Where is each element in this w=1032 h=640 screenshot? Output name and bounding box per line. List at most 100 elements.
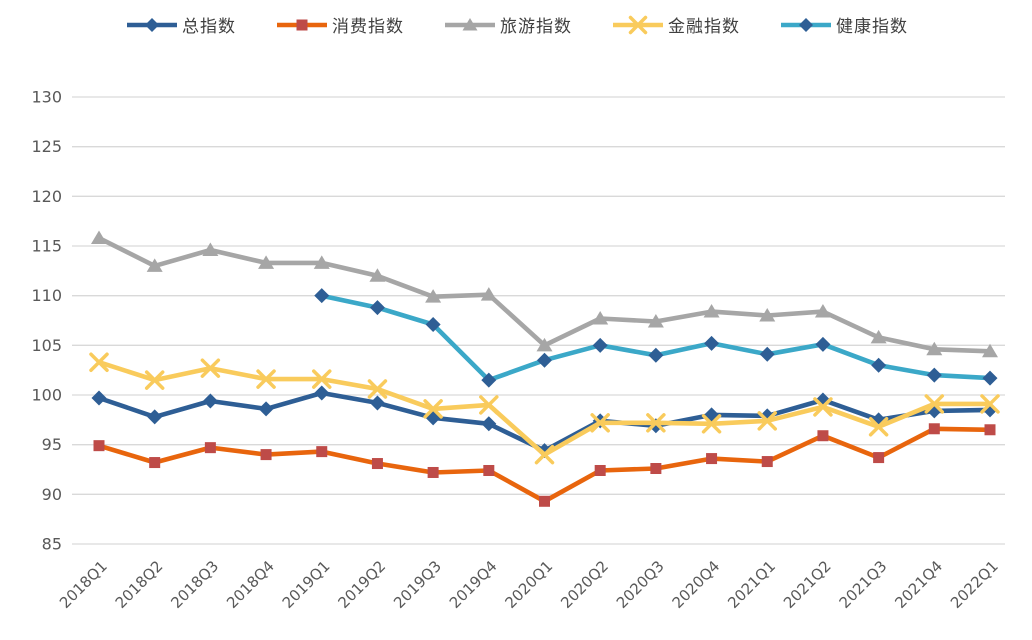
legend-label: 金融指数 [668,17,740,37]
series-2-marker [258,255,275,269]
series-4-marker [704,335,720,351]
series-3-marker [924,394,945,414]
series-3-marker [757,411,777,431]
series-4-marker [425,316,441,332]
series-0-line [96,390,993,453]
series-3-marker [200,358,221,378]
x-tick-label: 2021Q1 [724,557,779,612]
series-3-marker [646,413,666,433]
series-1-marker [539,495,550,507]
series-2-marker [592,311,609,325]
y-tick-label: 105 [31,336,62,355]
y-tick-label: 100 [31,386,62,405]
series-3-marker [813,397,833,417]
series-3-marker [256,369,276,389]
series-2-marker [703,304,720,318]
series-1-marker [706,453,718,465]
series-3-marker [701,414,722,434]
series-0-marker [314,385,330,401]
series-3-marker [534,444,555,465]
legend-item-3: 金融指数 [610,12,740,37]
y-tick-label: 110 [31,286,62,305]
series-4-marker [815,336,831,352]
series-2-marker [480,287,497,301]
y-tick-label: 90 [42,485,62,504]
series-2-marker [425,289,442,303]
series-1-marker [149,457,161,469]
legend-item-4: 健康指数 [778,12,908,37]
x-tick-label: 2021Q3 [836,557,891,612]
series-4-marker [369,300,385,316]
legend-marker-diamond-icon [127,17,177,32]
y-tick-label: 115 [31,237,62,256]
legend-marker-triangle-icon [445,17,495,30]
legend-marker-square-icon [277,19,327,30]
series-1-marker [483,464,495,476]
series-1-marker [650,463,662,475]
legend-item-2: 旅游指数 [442,12,572,37]
series-2-marker [870,329,887,344]
series-1-marker [817,430,829,442]
series-2-marker [369,268,386,282]
series-2-marker [202,242,219,256]
series-4-marker [314,288,330,304]
x-tick-label: 2018Q2 [112,557,167,612]
x-tick-label: 2019Q1 [279,557,334,612]
chart-legend: 总指数 消费指数 旅游指数 金融指数 健康指数 [0,12,1032,37]
series-3-marker [590,413,610,433]
series-1-marker [594,464,606,476]
series-3-marker [367,379,388,399]
x-tick-label: 2021Q2 [780,557,835,612]
series-2-marker [313,255,330,269]
legend-marker-diamond-icon [781,17,831,32]
y-tick-label: 85 [42,535,62,554]
series-4-marker [648,347,664,363]
series-3-marker [479,395,499,415]
series-4-marker [926,367,942,383]
series-3-line [96,359,993,457]
x-tick-label: 2018Q3 [167,557,222,612]
series-1-marker [204,442,216,454]
series-0-marker [147,409,163,425]
x-tick-label: 2020Q3 [613,557,668,612]
series-0-marker [202,393,218,409]
x-tick-label: 2022Q1 [947,557,1002,612]
legend-label: 健康指数 [836,17,908,37]
series-1-marker [427,466,439,478]
series-4-marker [481,372,497,388]
series-1-marker [260,449,272,461]
series-2-marker [926,341,943,356]
legend-label: 总指数 [182,17,236,37]
legend-item-0: 总指数 [124,12,236,37]
series-4-marker [871,357,887,373]
series-1-marker [984,424,996,436]
series-3-marker [89,352,109,372]
legend-marker-x-icon [613,15,663,34]
y-tick-label: 130 [31,88,62,107]
series-2-marker [146,258,163,272]
series-1-marker [873,452,885,464]
x-tick-label: 2020Q4 [669,557,724,612]
series-4-marker [759,346,775,362]
y-tick-label: 125 [31,137,62,156]
series-3-marker [980,394,1000,414]
x-tick-label: 2021Q4 [891,557,946,612]
legend-item-1: 消费指数 [274,12,404,37]
series-4-marker [982,370,998,386]
series-3-marker [312,369,332,389]
x-tick-label: 2018Q1 [56,557,111,612]
series-1-marker [761,456,773,468]
series-1-marker [371,458,383,470]
y-tick-label: 95 [42,435,62,454]
series-4-marker [592,337,608,353]
x-tick-label: 2020Q1 [502,557,557,612]
series-2-marker [647,313,664,328]
series-4-marker [537,352,552,368]
series-1-marker [316,446,328,458]
series-3-marker [423,399,443,419]
x-tick-label: 2018Q4 [223,557,278,612]
legend-label: 消费指数 [332,17,404,37]
series-2-marker [814,304,831,318]
x-tick-label: 2019Q3 [390,557,445,612]
